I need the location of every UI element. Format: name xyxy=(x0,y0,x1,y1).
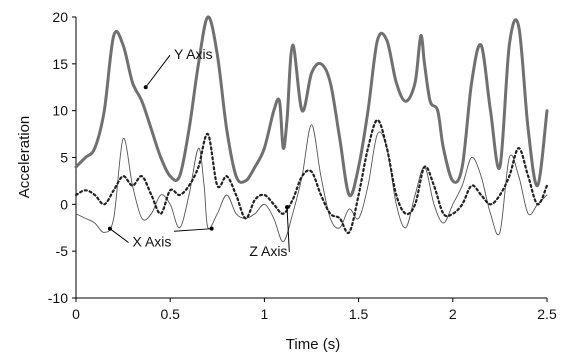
annotation-leader-line xyxy=(145,54,171,88)
annotation-leader-line xyxy=(173,228,212,232)
y-tick-label: 15 xyxy=(52,56,68,72)
x-tick-label: 1 xyxy=(261,306,269,322)
annotation-label: Z Axis xyxy=(249,243,287,259)
annotation-leader-line xyxy=(286,207,290,252)
annotation-arrowhead xyxy=(107,226,112,231)
y-tick-label: 0 xyxy=(60,196,68,212)
annotation-leader-line xyxy=(109,228,129,243)
x-tick-label: 0 xyxy=(72,306,80,322)
x-tick-label: 2.5 xyxy=(537,306,557,322)
annotation-label: Y Axis xyxy=(174,46,213,62)
y-tick-label: -10 xyxy=(48,290,68,306)
x-tick-label: 2 xyxy=(449,306,457,322)
y-tick-label: 20 xyxy=(52,9,68,25)
annotation-arrowhead xyxy=(209,226,214,231)
annotation-label: X Axis xyxy=(133,233,172,249)
y-tick-label: 5 xyxy=(60,150,68,166)
series-z-axis-line xyxy=(74,118,549,235)
annotation-arrowhead xyxy=(143,85,148,90)
x-tick-label: 0.5 xyxy=(160,306,180,322)
y-tick-label: -5 xyxy=(56,243,69,259)
annotation-layer: Y Axis X Axis Z Axis xyxy=(107,46,290,259)
y-axis-title: Acceleration xyxy=(16,116,33,199)
annotation-arrowhead xyxy=(285,205,290,210)
series-y-axis-line xyxy=(74,15,549,198)
series-layer xyxy=(74,15,549,243)
y-axis-ticks: -10 -5 0 5 10 15 20 xyxy=(48,9,76,306)
x-axis-ticks: 0 0.5 1 1.5 2 2.5 xyxy=(72,298,557,322)
y-tick-label: 10 xyxy=(52,103,68,119)
x-tick-label: 1.5 xyxy=(349,306,369,322)
x-axis-title: Time (s) xyxy=(286,336,340,353)
